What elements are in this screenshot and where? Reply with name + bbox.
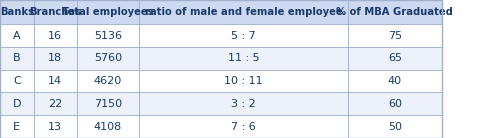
Text: 4108: 4108: [94, 122, 122, 132]
Text: ratio of male and female employee: ratio of male and female employee: [145, 7, 342, 17]
Bar: [348, 70, 442, 92]
Text: D: D: [12, 99, 21, 109]
Text: 60: 60: [388, 99, 402, 109]
Bar: [34, 115, 77, 138]
Bar: [139, 0, 348, 24]
Bar: [139, 115, 348, 138]
Text: E: E: [13, 122, 20, 132]
Text: 4620: 4620: [94, 76, 122, 86]
Text: 40: 40: [388, 76, 402, 86]
Text: 50: 50: [388, 122, 402, 132]
Bar: [139, 92, 348, 115]
Bar: [348, 0, 442, 24]
Text: A: A: [13, 30, 21, 41]
Bar: [139, 24, 348, 47]
Bar: [77, 0, 139, 24]
Bar: [348, 47, 442, 70]
Text: 18: 18: [48, 53, 62, 63]
Bar: [0, 47, 34, 70]
Text: 75: 75: [388, 30, 402, 41]
Text: 22: 22: [48, 99, 62, 109]
Bar: [34, 47, 77, 70]
Text: 10 : 11: 10 : 11: [224, 76, 263, 86]
Text: 14: 14: [48, 76, 62, 86]
Bar: [0, 0, 34, 24]
Text: % of MBA Graduated: % of MBA Graduated: [336, 7, 453, 17]
Text: 11 : 5: 11 : 5: [228, 53, 259, 63]
Text: 65: 65: [388, 53, 402, 63]
Text: 5760: 5760: [94, 53, 122, 63]
Bar: [0, 92, 34, 115]
Text: Banks: Banks: [0, 7, 34, 17]
Text: C: C: [13, 76, 21, 86]
Bar: [0, 70, 34, 92]
Text: 13: 13: [48, 122, 62, 132]
Bar: [34, 24, 77, 47]
Bar: [348, 115, 442, 138]
Bar: [139, 70, 348, 92]
Text: 7 : 6: 7 : 6: [231, 122, 256, 132]
Text: Branches: Branches: [29, 7, 81, 17]
Text: B: B: [13, 53, 21, 63]
Bar: [77, 24, 139, 47]
Text: 3 : 2: 3 : 2: [231, 99, 256, 109]
Bar: [77, 70, 139, 92]
Text: 7150: 7150: [94, 99, 122, 109]
Text: 5136: 5136: [94, 30, 122, 41]
Bar: [348, 92, 442, 115]
Bar: [77, 47, 139, 70]
Text: 5 : 7: 5 : 7: [231, 30, 256, 41]
Bar: [34, 0, 77, 24]
Bar: [34, 70, 77, 92]
Bar: [77, 115, 139, 138]
Bar: [348, 24, 442, 47]
Text: 16: 16: [48, 30, 62, 41]
Bar: [0, 24, 34, 47]
Bar: [0, 115, 34, 138]
Bar: [77, 92, 139, 115]
Bar: [34, 92, 77, 115]
Bar: [139, 47, 348, 70]
Text: Total employees: Total employees: [62, 7, 154, 17]
